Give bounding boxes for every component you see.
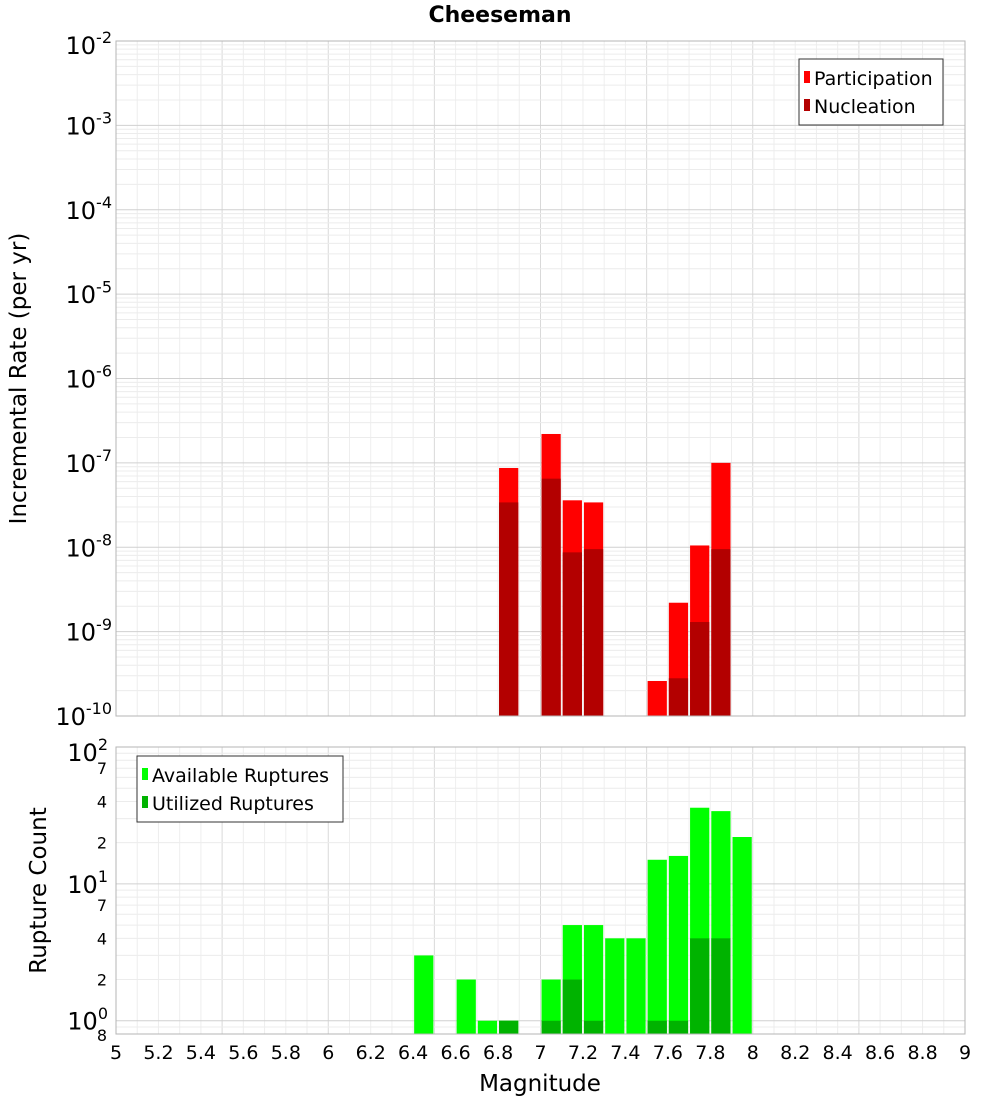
bottom-bar-utilized-ruptures	[647, 1020, 667, 1034]
bottom-bar-utilized-ruptures	[583, 1020, 604, 1034]
x-tick-label: 6.6	[440, 1042, 470, 1064]
x-tick-label: 8	[747, 1042, 759, 1064]
bottom-y-axis-label: Rupture Count	[26, 807, 52, 973]
top-bar-nucleation	[690, 622, 710, 716]
top-legend-label: Participation	[814, 68, 933, 90]
x-tick-label: 6	[322, 1042, 334, 1064]
top-legend-swatch	[804, 71, 810, 83]
x-tick-label: 8.4	[823, 1042, 853, 1064]
bottom-y-tick-label: 102	[67, 735, 108, 767]
bottom-bar-utilized-ruptures	[562, 979, 582, 1034]
bottom-plot-frame	[115, 746, 966, 1035]
x-tick-label: 7.8	[695, 1042, 725, 1064]
bottom-bar-utilized-ruptures	[711, 938, 731, 1034]
x-tick-label: 6.8	[483, 1042, 513, 1064]
x-tick-label: 5	[110, 1042, 122, 1064]
top-bar-nucleation	[711, 549, 731, 716]
bottom-y-minor-label: 2	[97, 834, 107, 853]
bottom-bar-utilized-ruptures	[668, 1020, 689, 1034]
bottom-y-tick-label: 101	[67, 867, 108, 899]
bottom-legend-label: Available Ruptures	[152, 765, 329, 787]
x-tick-label: 6.2	[356, 1042, 386, 1064]
bottom-y-minor-label: 4	[97, 792, 107, 811]
bottom-legend-label: Utilized Ruptures	[152, 793, 314, 815]
top-y-tick-label: 10-6	[66, 362, 113, 394]
bottom-legend-box	[136, 755, 344, 823]
x-tick-label: 8.8	[907, 1042, 937, 1064]
bottom-y-minor-label: 8	[97, 1026, 107, 1045]
bottom-bar-available-ruptures	[732, 837, 752, 1034]
top-y-tick-label: 10-2	[66, 28, 113, 60]
x-tick-label: 5.2	[143, 1042, 173, 1064]
top-bar-nucleation	[499, 502, 519, 716]
top-legend-box	[798, 58, 944, 126]
x-tick-label: 7.2	[568, 1042, 598, 1064]
bottom-bar-available-ruptures	[605, 938, 625, 1034]
bottom-bar-utilized-ruptures	[690, 938, 710, 1034]
bottom-y-minor-label: 7	[97, 896, 107, 915]
bottom-legend-swatch	[142, 768, 148, 780]
bottom-legend-swatch	[142, 796, 148, 808]
top-y-tick-label: 10-8	[66, 530, 113, 562]
x-tick-label: 5.4	[186, 1042, 216, 1064]
bottom-bar-available-ruptures	[583, 925, 604, 1034]
top-bar-nucleation	[583, 549, 604, 716]
bottom-bar-available-ruptures	[626, 938, 646, 1034]
top-bar-participation	[647, 680, 667, 716]
top-bar-nucleation	[541, 478, 561, 716]
x-tick-label: 5.6	[228, 1042, 258, 1064]
x-tick-label: 9	[959, 1042, 971, 1064]
x-tick-label: 7	[534, 1042, 546, 1064]
top-bar-nucleation	[562, 552, 582, 716]
x-tick-label: 7.4	[610, 1042, 640, 1064]
bottom-y-tick-label: 100	[67, 1004, 108, 1036]
bottom-y-minor-label: 7	[97, 759, 107, 778]
bottom-y-minor-label: 2	[97, 971, 107, 990]
top-y-tick-label: 10-9	[66, 615, 113, 647]
bottom-bar-available-ruptures	[477, 1020, 498, 1034]
top-plot-frame	[115, 40, 966, 717]
x-axis-label: Magnitude	[479, 1071, 601, 1097]
bottom-bar-utilized-ruptures	[541, 1020, 561, 1034]
top-y-tick-label: 10-5	[66, 277, 113, 309]
top-legend-swatch	[804, 99, 810, 111]
bottom-bar-available-ruptures	[647, 859, 667, 1034]
top-legend-label: Nucleation	[814, 96, 916, 118]
bottom-bar-utilized-ruptures	[499, 1020, 519, 1034]
chart-title: Cheeseman	[428, 3, 571, 28]
top-y-tick-label: 10-3	[66, 109, 113, 141]
bottom-y-minor-label: 4	[97, 929, 107, 948]
top-y-axis-label: Incremental Rate (per yr)	[6, 233, 32, 525]
bottom-bar-available-ruptures	[414, 955, 434, 1034]
top-y-tick-label: 10-7	[66, 446, 113, 478]
bottom-bar-available-ruptures	[456, 979, 476, 1034]
bottom-bar-available-ruptures	[668, 855, 689, 1034]
top-y-tick-label: 10-4	[66, 193, 113, 225]
x-tick-label: 6.4	[398, 1042, 428, 1064]
x-tick-label: 7.6	[653, 1042, 683, 1064]
top-y-tick-label: 10-10	[55, 699, 112, 731]
x-tick-label: 5.8	[271, 1042, 301, 1064]
x-tick-label: 8.6	[865, 1042, 895, 1064]
x-tick-label: 8.2	[780, 1042, 810, 1064]
bottom-bar-available-ruptures	[541, 979, 561, 1034]
top-bar-nucleation	[668, 678, 689, 716]
